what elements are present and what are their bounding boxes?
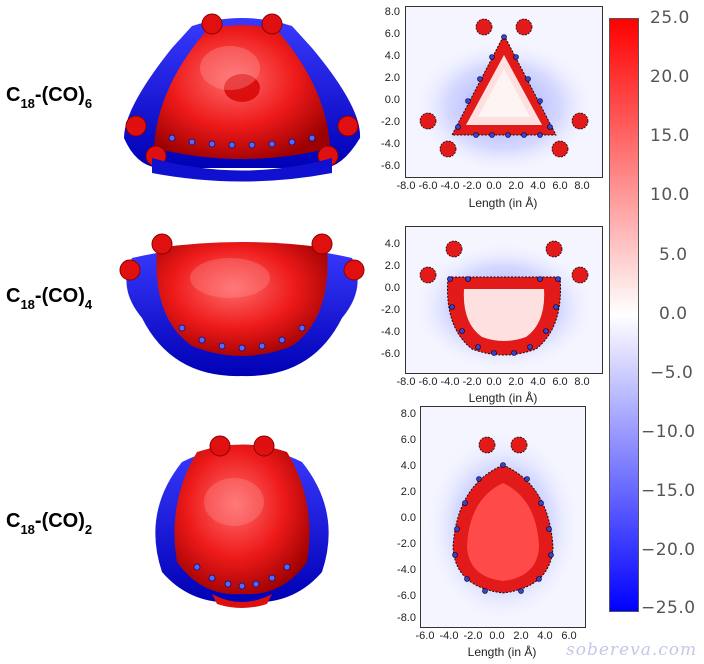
map3-ytick: 6.0 xyxy=(400,434,416,446)
map2-xtick: 4.0 xyxy=(530,376,546,388)
map3-xtick: -6.0 xyxy=(415,630,435,642)
map3-ytick: -8.0 xyxy=(397,612,416,624)
map1-ytick: -6.0 xyxy=(381,160,400,172)
map3-xtick: 4.0 xyxy=(537,630,553,642)
isosurface-c18-co2 xyxy=(155,435,329,608)
map2-xtick: -8.0 xyxy=(396,376,416,388)
map1-ytick: -4.0 xyxy=(381,138,400,150)
map2-ytick: -2.0 xyxy=(381,304,400,316)
map3-ytick: -6.0 xyxy=(397,590,416,602)
colorbar-tick: 15.0 xyxy=(650,126,690,146)
map2-ytick: -4.0 xyxy=(381,326,400,338)
map1-xtick: -6.0 xyxy=(418,180,438,192)
map1-ytick: 8.0 xyxy=(384,6,400,18)
map1-xtick: -4.0 xyxy=(440,180,460,192)
label-c18-co6: C18-(CO)6 xyxy=(6,84,93,111)
map2-xtick: -4.0 xyxy=(440,376,460,388)
colorbar-tick: 25.0 xyxy=(650,8,690,28)
isosurface-c18-co4 xyxy=(119,233,365,377)
colorbar xyxy=(609,18,639,612)
map3-ytick: -2.0 xyxy=(397,538,416,550)
map1-ytick: -2.0 xyxy=(381,116,400,128)
map2-ytick: 0.0 xyxy=(384,282,400,294)
map3-xlabel: Length (in Å) xyxy=(467,645,537,659)
map1-xtick: -2.0 xyxy=(462,180,482,192)
map3-xtick: -2.0 xyxy=(463,630,483,642)
colorbar-tick: −25.0 xyxy=(641,598,696,618)
label-c18-co2: C18-(CO)2 xyxy=(6,510,93,537)
map2-xtick: -2.0 xyxy=(462,376,482,388)
contour-map-c18-co6 xyxy=(405,6,603,178)
colorbar-tick: 5.0 xyxy=(659,245,688,265)
colorbar-tick: 10.0 xyxy=(650,185,690,205)
map2-xlabel: Length (in Å) xyxy=(468,391,538,405)
contour-map-c18-co4 xyxy=(405,226,603,374)
map1-xtick: 2.0 xyxy=(508,180,524,192)
map1-xtick: 8.0 xyxy=(574,180,590,192)
map2-ytick: 4.0 xyxy=(384,238,400,250)
map1-ytick: 4.0 xyxy=(384,50,400,62)
colorbar-tick: 0.0 xyxy=(659,304,688,324)
map3-ytick: 2.0 xyxy=(400,486,416,498)
map3-ytick: 0.0 xyxy=(400,512,416,524)
isosurface-c18-co6 xyxy=(124,13,361,182)
colorbar-tick: 20.0 xyxy=(650,67,690,87)
map1-ytick: 2.0 xyxy=(384,72,400,84)
map2-xtick: 8.0 xyxy=(574,376,590,388)
map1-ytick: 0.0 xyxy=(384,94,400,106)
map3-xtick: 0.0 xyxy=(489,630,505,642)
colorbar-tick: −20.0 xyxy=(641,540,696,560)
map1-xtick: 6.0 xyxy=(552,180,568,192)
map1-xlabel: Length (in Å) xyxy=(468,196,538,210)
map3-xtick: 2.0 xyxy=(513,630,529,642)
watermark: sobereva.com xyxy=(566,640,698,660)
map1-xtick: 0.0 xyxy=(486,180,502,192)
map2-xtick: 6.0 xyxy=(552,376,568,388)
map2-xtick: 2.0 xyxy=(508,376,524,388)
label-c18-co4: C18-(CO)4 xyxy=(6,285,93,312)
map1-xtick: 4.0 xyxy=(530,180,546,192)
map1-xtick: -8.0 xyxy=(396,180,416,192)
map1-ytick: 6.0 xyxy=(384,28,400,40)
map3-xtick: -4.0 xyxy=(439,630,459,642)
map3-xtick: 6.0 xyxy=(561,630,577,642)
map2-ytick: 2.0 xyxy=(384,260,400,272)
map2-ytick: -6.0 xyxy=(381,348,400,360)
map3-ytick: 8.0 xyxy=(400,408,416,420)
map2-xtick: 0.0 xyxy=(486,376,502,388)
map2-xtick: -6.0 xyxy=(418,376,438,388)
colorbar-tick: −10.0 xyxy=(641,422,696,442)
colorbar-tick: −5.0 xyxy=(650,363,694,383)
contour-map-c18-co2 xyxy=(420,406,586,628)
map3-ytick: 4.0 xyxy=(400,460,416,472)
map3-ytick: -4.0 xyxy=(397,564,416,576)
colorbar-tick: −15.0 xyxy=(641,481,696,501)
